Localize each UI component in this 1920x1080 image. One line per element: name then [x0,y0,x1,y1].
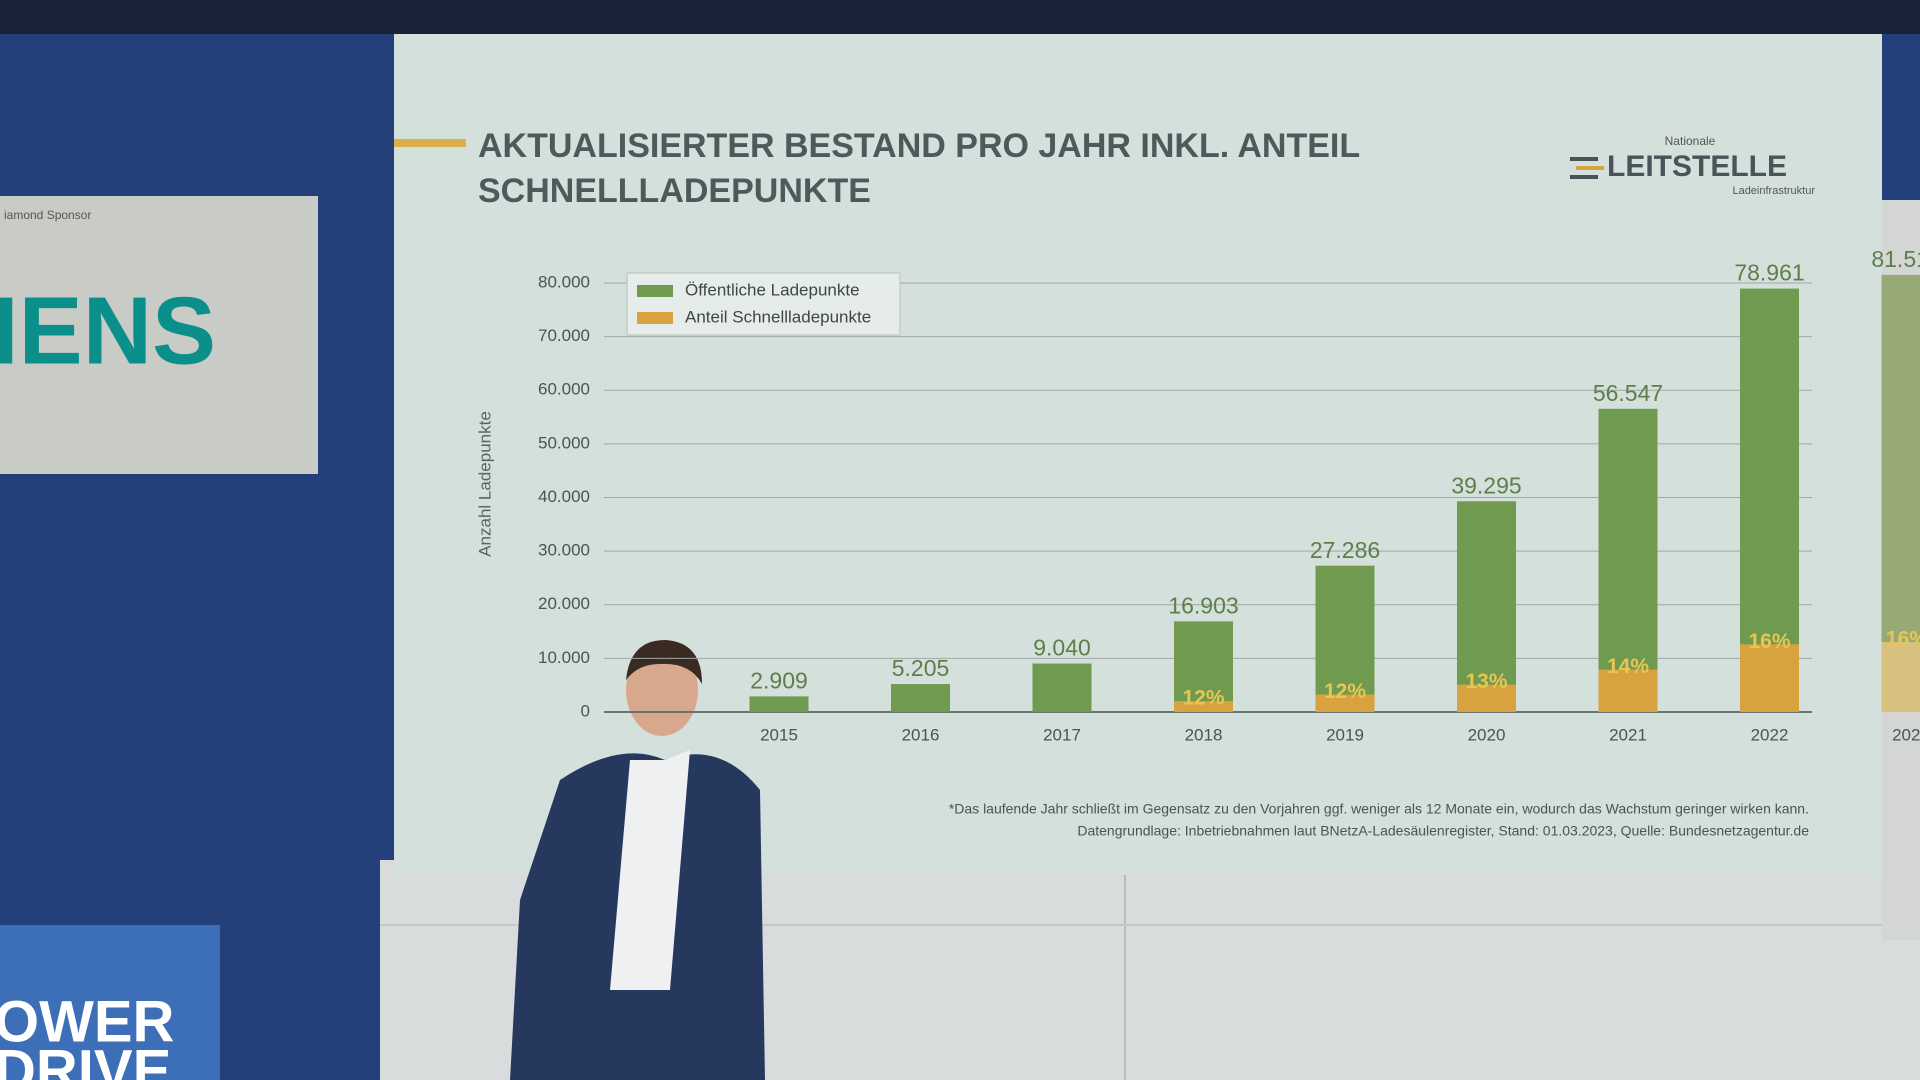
footnote: *Das laufende Jahr schließt im Gegensatz… [949,801,1809,817]
bar [1457,501,1516,712]
share-bar [1881,642,1920,712]
legend-label: Anteil Schnellladepunkte [685,307,871,326]
share-label: 13% [1465,670,1507,693]
value-label: 2.909 [750,667,808,693]
podium [0,925,220,1080]
x-tick-label: 2015 [760,725,798,744]
bar [1598,408,1658,712]
footnote: Datengrundlage: Inbetriebnahmen laut BNe… [1077,823,1809,839]
value-label: 9.040 [1033,635,1091,661]
speaker-shirt [610,750,690,990]
share-bar [1598,669,1658,712]
legend-swatch [637,312,673,324]
y-tick-label: 20.000 [538,594,590,613]
sponsor-brand: IENS [0,277,216,384]
bar [1315,565,1375,712]
logo-mark [1576,166,1604,170]
share-label: 12% [1182,687,1224,710]
share-bar [1457,684,1516,712]
y-axis-label: Anzahl Ladepunkte [475,411,494,557]
legend-label: Öffentliche Ladepunkte [685,280,860,299]
y-tick-label: 10.000 [538,648,590,667]
bar [1881,274,1920,712]
y-tick-label: 30.000 [538,541,590,560]
x-tick-label: 2021 [1609,725,1647,744]
value-label: 27.286 [1310,537,1380,563]
x-tick-label: 2023 [1892,725,1920,744]
share-bar [1315,694,1375,712]
x-tick-label: 2018 [1185,725,1223,744]
share-label: 16% [1748,630,1790,653]
value-label: 78.961 [1734,260,1804,286]
bar [1740,288,1799,712]
bar [1032,663,1092,712]
bar [891,684,950,712]
value-label: 56.547 [1593,380,1663,406]
logo-mark [1570,175,1598,179]
title-box: AKTUALISIERTER BESTAND PRO JAHR INKL. AN… [478,127,1360,210]
value-label: 16.903 [1168,592,1238,618]
y-tick-label: 0 [581,701,590,720]
x-tick-label: 2019 [1326,725,1364,744]
share-label: 16%* [1886,628,1920,651]
x-tick-label: 2020 [1468,725,1506,744]
logo-name: LEITSTELLE [1607,150,1787,183]
value-label: 5.205 [892,655,950,681]
legend-box [626,272,901,336]
y-tick-label: 50.000 [538,433,590,452]
share-label: 14% [1607,655,1649,678]
share-bar [1174,701,1233,712]
x-tick-label: 2022 [1751,725,1789,744]
legend-swatch [637,285,673,297]
logo-mark [1570,157,1598,161]
x-tick-label: 2016 [902,725,940,744]
speaker [510,640,765,1080]
y-tick-label: 80.000 [538,272,590,291]
logo-top: Nationale [1665,134,1716,148]
chart: 0 10.000 20.000 30.000 40.000 50.000 60.000 70.… [538,246,1920,744]
title-accent [394,139,466,147]
speaker-hair [626,640,702,684]
stage-top [0,0,1920,34]
sponsor-panel [0,196,318,474]
chart-title: AKTUALISIERTER BESTAND PRO JAHR INKL. AN… [478,127,1360,210]
sponsor-label: iamond Sponsor [4,208,91,222]
y-tick-label: 60.000 [538,380,590,399]
share-bar [1740,644,1799,712]
x-tick-label: 2017 [1043,725,1081,744]
bar [1174,621,1233,712]
bar [749,696,809,712]
podium-text: OWER [0,989,174,1054]
y-tick-label: 40.000 [538,487,590,506]
value-label: 39.295 [1451,472,1521,498]
share-label: 12% [1324,680,1366,703]
podium-text: DRIVE [0,1038,171,1080]
logo-sub: Ladeinfrastruktur [1732,185,1815,197]
y-tick-label: 70.000 [538,326,590,345]
value-label: 81.519* [1871,246,1920,272]
